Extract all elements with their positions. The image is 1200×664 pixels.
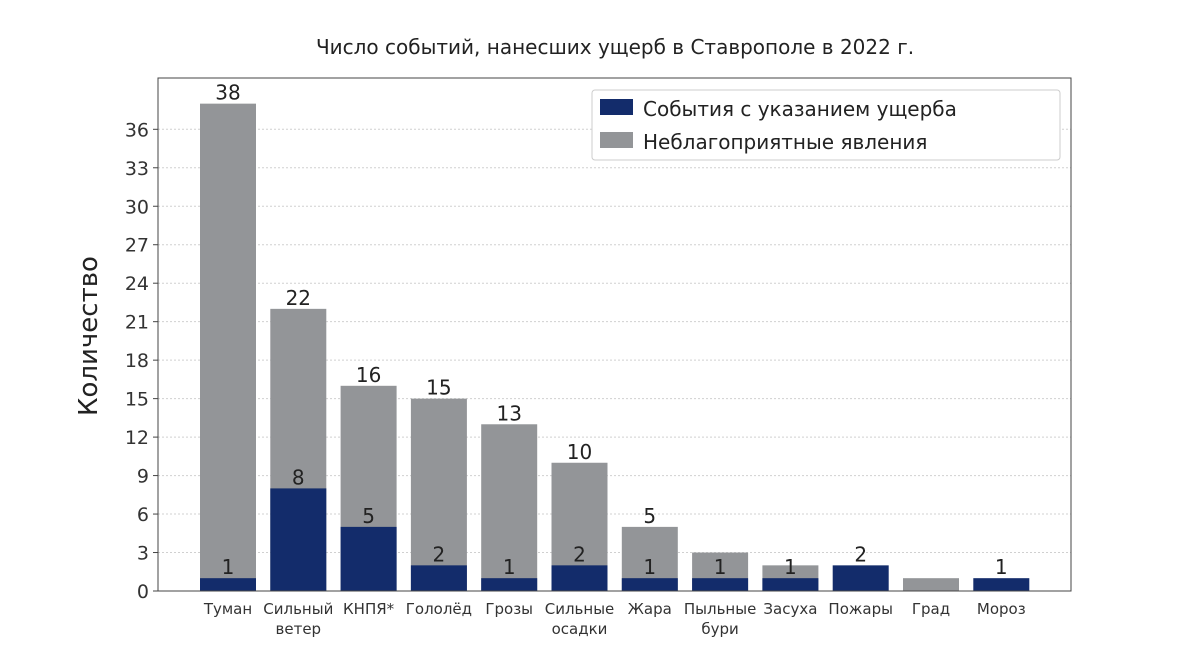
bar-damage-events <box>270 488 327 591</box>
legend-box <box>591 89 1061 161</box>
x-tick-label: Жара <box>628 600 672 618</box>
data-label-adverse-phenomena: 10 <box>567 440 592 464</box>
data-label-damage-events: 1 <box>784 555 797 579</box>
bar-damage-events <box>551 565 608 591</box>
bar-damage-events <box>762 578 819 591</box>
y-axis-label: Количество <box>74 256 104 416</box>
series-damage-events <box>200 488 1030 591</box>
bar-adverse-phenomena <box>903 578 959 591</box>
bar-adverse-phenomena <box>200 103 256 592</box>
y-tick-label: 12 <box>125 427 149 449</box>
legend-label-damage-events: События с указанием ущерба <box>643 97 957 121</box>
data-label-damage-events: 5 <box>362 504 375 528</box>
x-tick-label: Сильные осадки <box>545 600 615 638</box>
bar-damage-events <box>692 578 749 591</box>
data-label-adverse-phenomena: 15 <box>426 376 451 400</box>
bar-damage-events <box>200 578 256 591</box>
data-label-damage-events: 1 <box>643 555 656 579</box>
y-tick-label: 15 <box>125 389 149 411</box>
y-tick-label: 30 <box>125 196 149 218</box>
y-tick-label: 21 <box>125 312 149 334</box>
data-label-damage-events: 2 <box>854 542 867 566</box>
chart-title: Число событий, нанесших ущерб в Ставропо… <box>316 35 914 59</box>
x-tick-label: Засуха <box>763 600 817 618</box>
data-label-damage-events: 2 <box>433 542 446 566</box>
y-tick-label: 27 <box>125 235 149 257</box>
x-tick-label: КНПЯ* <box>343 600 395 618</box>
legend-swatch-adverse-phenomena <box>600 132 633 148</box>
bar-adverse-phenomena <box>410 398 467 591</box>
y-tick-label: 18 <box>125 350 149 372</box>
x-tick-label: Туман <box>203 600 252 618</box>
y-tick-label: 24 <box>125 273 149 295</box>
x-tick-label: Гололёд <box>406 600 472 618</box>
data-label-adverse-phenomena: 22 <box>286 286 311 310</box>
bar-damage-events <box>481 578 538 591</box>
bar-adverse-phenomena <box>481 424 538 591</box>
data-label-adverse-phenomena: 38 <box>215 81 240 105</box>
data-labels: 38 1 22 8 16 5 15 2 13 1 10 2 5 1 1 1 2 1 <box>215 81 1007 580</box>
y-tick-label: 6 <box>137 504 149 526</box>
data-label-damage-events: 1 <box>995 555 1008 579</box>
x-tick-label: Град <box>912 600 950 618</box>
data-label-damage-events: 1 <box>222 555 235 579</box>
data-label-damage-events: 2 <box>573 542 586 566</box>
data-label-damage-events: 1 <box>714 555 727 579</box>
legend: События с указанием ущерба Неблагоприятн… <box>591 89 1061 161</box>
bar-damage-events <box>973 578 1030 591</box>
bar-damage-events <box>410 565 467 591</box>
y-tick-label: 9 <box>137 466 149 488</box>
data-label-damage-events: 1 <box>503 555 516 579</box>
bar-damage-events <box>340 526 397 591</box>
bar-damage-events <box>621 578 678 591</box>
x-tick-label: Пожары <box>828 600 893 618</box>
y-tick-label: 33 <box>125 158 149 180</box>
data-label-adverse-phenomena: 5 <box>643 504 656 528</box>
data-label-adverse-phenomena: 13 <box>496 401 521 425</box>
x-tick-label: Пыльные бури <box>684 600 756 638</box>
x-tick-label: Сильный ветер <box>263 600 333 638</box>
data-label-damage-events: 8 <box>292 465 305 489</box>
bar-damage-events <box>832 565 889 591</box>
data-label-adverse-phenomena: 16 <box>356 363 381 387</box>
y-tick-label: 36 <box>125 119 149 141</box>
x-tick-label: Грозы <box>485 600 533 618</box>
y-tick-label: 0 <box>137 581 149 603</box>
plot-frame <box>157 77 1072 592</box>
legend-label-adverse-phenomena: Неблагоприятные явления <box>643 130 927 154</box>
x-axis-ticks: Туман Сильный ветер КНПЯ* Гололёд Грозы Сильны… <box>203 600 1026 638</box>
x-tick-label: Мороз <box>977 600 1026 618</box>
legend-swatch-damage-events <box>600 99 633 115</box>
y-tick-label: 3 <box>137 543 149 565</box>
